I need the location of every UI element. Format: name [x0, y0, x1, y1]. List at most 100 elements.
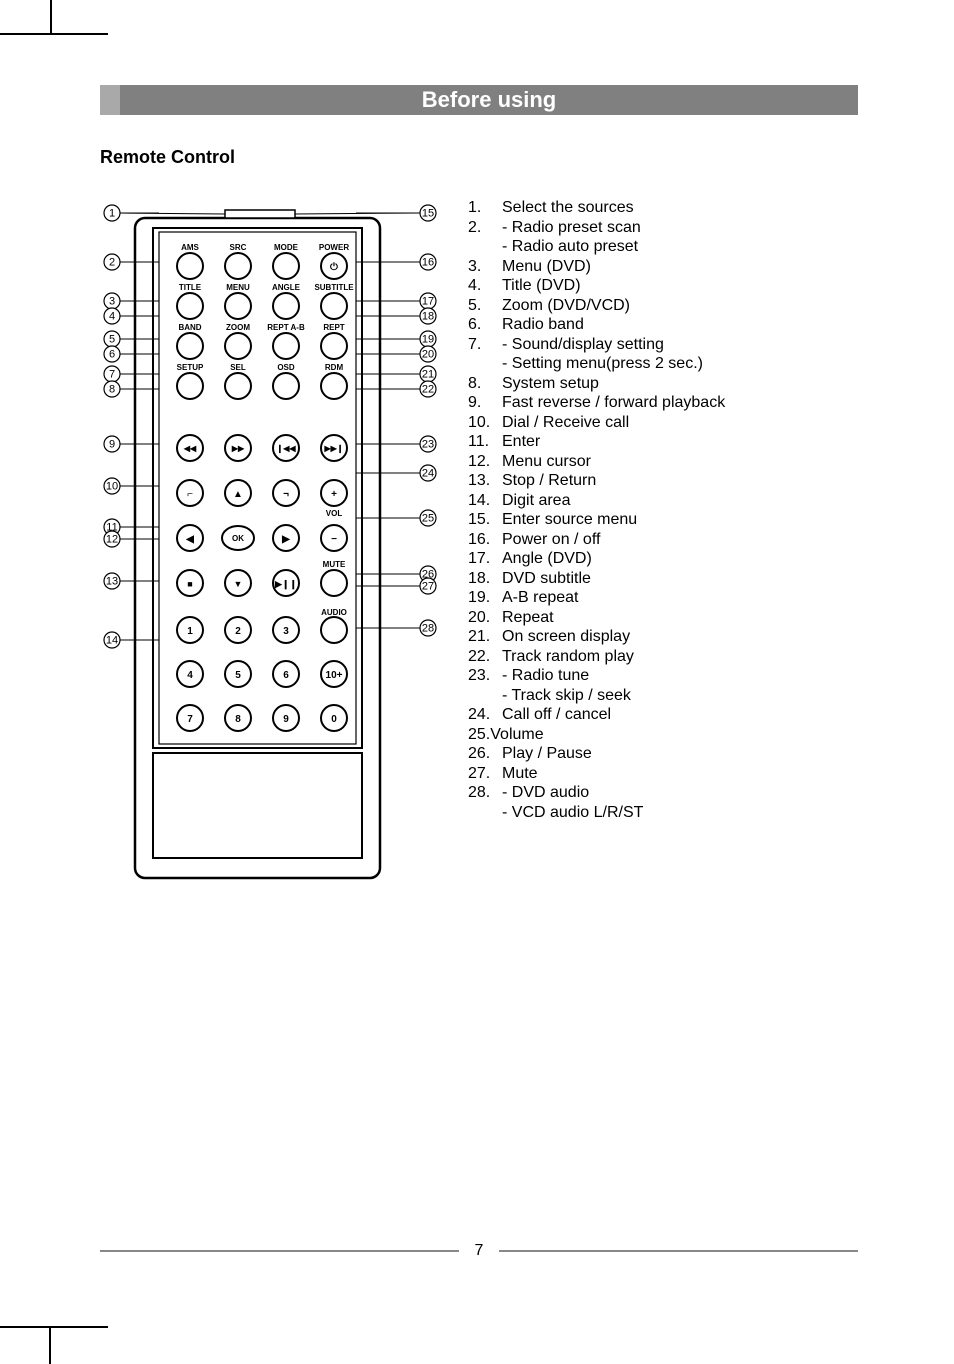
svg-text:4: 4 — [187, 670, 193, 681]
svg-text:9: 9 — [109, 439, 115, 451]
svg-text:15: 15 — [422, 208, 434, 220]
svg-text:−: − — [331, 534, 337, 545]
desc-item: 1.Select the sources — [468, 198, 858, 218]
svg-text:19: 19 — [422, 334, 434, 346]
svg-text:SETUP: SETUP — [177, 363, 204, 372]
svg-text:¬: ¬ — [283, 489, 289, 500]
svg-text:◀: ◀ — [185, 534, 194, 545]
desc-item: 27.Mute — [468, 764, 858, 784]
svg-text:1: 1 — [187, 626, 193, 637]
desc-subitem: - Track skip / seek — [502, 686, 858, 706]
subheading: Remote Control — [100, 147, 858, 168]
svg-text:12: 12 — [106, 534, 118, 546]
svg-text:20: 20 — [422, 349, 434, 361]
banner-title: Before using — [120, 85, 858, 115]
svg-text:SEL: SEL — [230, 363, 246, 372]
remote-diagram: AMS SRC MODE POWER ⏻ TITLE MENU ANGLE SUBTITLE BA… — [100, 198, 440, 888]
svg-text:❙◀◀: ❙◀◀ — [276, 444, 296, 454]
svg-text:RDM: RDM — [325, 363, 344, 372]
svg-text:8: 8 — [235, 714, 241, 725]
svg-text:4: 4 — [109, 311, 115, 323]
page-footer: 7 — [100, 1242, 858, 1260]
desc-item: 13.Stop / Return — [468, 471, 858, 491]
desc-item: 19.A-B repeat — [468, 588, 858, 608]
svg-text:7: 7 — [109, 369, 115, 381]
desc-item: 17.Angle (DVD) — [468, 549, 858, 569]
desc-item: 5.Zoom (DVD/VCD) — [468, 296, 858, 316]
desc-item: 28.- DVD audio — [468, 783, 858, 803]
svg-text:TITLE: TITLE — [179, 283, 202, 292]
svg-text:VOL: VOL — [326, 509, 343, 518]
desc-item: 14.Digit area — [468, 491, 858, 511]
svg-text:MODE: MODE — [274, 243, 299, 252]
desc-item: 3.Menu (DVD) — [468, 257, 858, 277]
svg-text:▶: ▶ — [281, 534, 291, 545]
desc-subitem: - VCD audio L/R/ST — [502, 803, 858, 823]
desc-item: 24.Call off / cancel — [468, 705, 858, 725]
svg-text:3: 3 — [109, 296, 115, 308]
svg-text:10+: 10+ — [326, 670, 343, 681]
svg-text:7: 7 — [187, 714, 193, 725]
svg-text:16: 16 — [422, 257, 434, 269]
section-banner: Before using — [100, 85, 858, 115]
svg-text:10: 10 — [106, 481, 118, 493]
banner-tab — [100, 85, 120, 115]
desc-item: 4.Title (DVD) — [468, 276, 858, 296]
svg-text:2: 2 — [109, 257, 115, 269]
svg-text:5: 5 — [235, 670, 241, 681]
desc-item: 15.Enter source menu — [468, 510, 858, 530]
page-number: 7 — [475, 1242, 484, 1260]
desc-item: 20.Repeat — [468, 608, 858, 628]
svg-text:ZOOM: ZOOM — [226, 323, 250, 332]
svg-text:ANGLE: ANGLE — [272, 283, 301, 292]
desc-item: 9.Fast reverse / forward playback — [468, 393, 858, 413]
desc-item: 2.- Radio preset scan — [468, 218, 858, 238]
svg-text:SUBTITLE: SUBTITLE — [314, 283, 354, 292]
svg-text:▶❙❙: ▶❙❙ — [274, 579, 297, 590]
desc-item: 18.DVD subtitle — [468, 569, 858, 589]
desc-item: 10.Dial / Receive call — [468, 413, 858, 433]
svg-text:3: 3 — [283, 626, 289, 637]
svg-text:AUDIO: AUDIO — [321, 608, 347, 617]
svg-text:BAND: BAND — [178, 323, 201, 332]
desc-item: 12.Menu cursor — [468, 452, 858, 472]
svg-text:13: 13 — [106, 576, 118, 588]
svg-text:6: 6 — [283, 670, 289, 681]
desc-subitem: - Setting menu(press 2 sec.) — [502, 354, 858, 374]
svg-text:▼: ▼ — [234, 579, 243, 589]
svg-text:OSD: OSD — [277, 363, 295, 372]
desc-subitem: - Radio auto preset — [502, 237, 858, 257]
svg-text:SRC: SRC — [230, 243, 247, 252]
svg-text:28: 28 — [422, 623, 434, 635]
svg-text:18: 18 — [422, 311, 434, 323]
desc-item: 21.On screen display — [468, 627, 858, 647]
desc-item: 6.Radio band — [468, 315, 858, 335]
svg-text:9: 9 — [283, 714, 289, 725]
description-list: 1.Select the sources2.- Radio preset sca… — [468, 198, 858, 823]
svg-text:+: + — [331, 489, 337, 500]
svg-text:0: 0 — [331, 714, 337, 725]
svg-text:MUTE: MUTE — [323, 560, 346, 569]
svg-text:MENU: MENU — [226, 283, 250, 292]
svg-text:▶▶❙: ▶▶❙ — [323, 444, 343, 454]
desc-item: 23.- Radio tune — [468, 666, 858, 686]
svg-text:27: 27 — [422, 581, 434, 593]
svg-text:17: 17 — [422, 296, 434, 308]
svg-text:REPT: REPT — [323, 323, 344, 332]
svg-text:OK: OK — [232, 534, 244, 543]
svg-text:⌐: ⌐ — [187, 489, 193, 500]
svg-text:⏻: ⏻ — [330, 261, 338, 273]
svg-text:2: 2 — [235, 626, 241, 637]
desc-item: 16.Power on / off — [468, 530, 858, 550]
svg-text:▲: ▲ — [233, 489, 243, 500]
svg-text:AMS: AMS — [181, 243, 199, 252]
svg-text:POWER: POWER — [319, 243, 349, 252]
svg-text:◀◀: ◀◀ — [183, 444, 197, 453]
svg-text:24: 24 — [422, 468, 434, 480]
svg-text:1: 1 — [109, 208, 115, 220]
svg-text:6: 6 — [109, 349, 115, 361]
desc-item: 25.Volume — [468, 725, 858, 745]
svg-text:8: 8 — [109, 384, 115, 396]
desc-item: 11.Enter — [468, 432, 858, 452]
svg-text:25: 25 — [422, 513, 434, 525]
